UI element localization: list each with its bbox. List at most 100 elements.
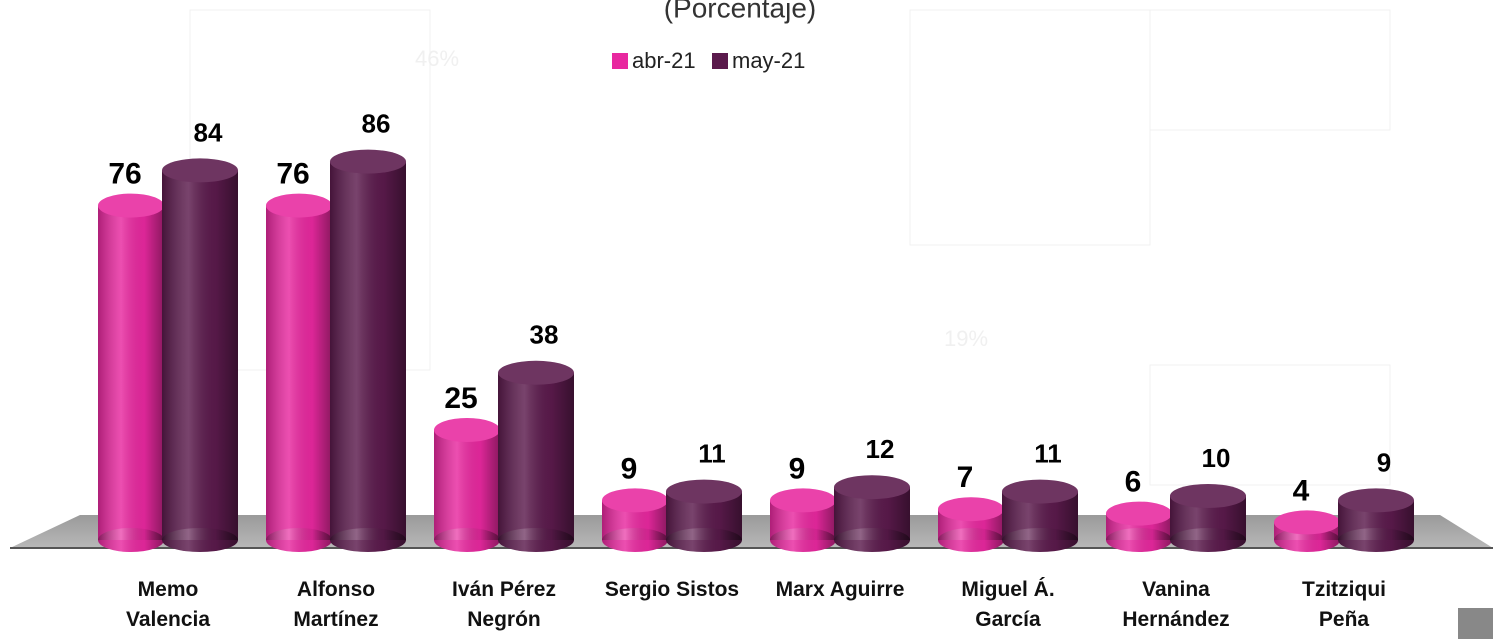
subtitle: (Porcentaje) bbox=[664, 0, 817, 23]
data-label: 76 bbox=[108, 158, 141, 191]
bar bbox=[770, 488, 836, 552]
corner-block bbox=[1458, 608, 1493, 639]
bar bbox=[330, 149, 406, 552]
bar bbox=[1170, 484, 1246, 552]
data-label: 9 bbox=[789, 452, 806, 485]
bar bbox=[434, 418, 500, 552]
bar-top-shine bbox=[1170, 484, 1246, 508]
bar-top bbox=[330, 149, 406, 174]
bar-base-shade bbox=[266, 528, 332, 552]
bar-top-shine bbox=[330, 149, 406, 174]
bar-base-shade bbox=[1106, 528, 1172, 552]
bar-top bbox=[938, 497, 1004, 522]
bar-top bbox=[266, 193, 332, 218]
bar-base-shade bbox=[1170, 528, 1246, 552]
bar bbox=[98, 193, 164, 552]
bar-top-shine bbox=[98, 193, 164, 218]
bar-base-shade bbox=[602, 528, 668, 552]
x-tick-label: Alfonso Martínez bbox=[293, 578, 379, 631]
bar-top-shine bbox=[834, 475, 910, 500]
x-tick-label: Memo Valencia bbox=[125, 578, 211, 631]
bar-base-shade bbox=[330, 528, 406, 552]
bar-base-shade bbox=[162, 528, 238, 552]
bar-base-shade bbox=[1338, 528, 1414, 552]
bar bbox=[666, 479, 742, 552]
bar-base-shade bbox=[1274, 528, 1340, 552]
bar-base-shade bbox=[770, 528, 836, 552]
data-label: 12 bbox=[866, 434, 895, 464]
bar bbox=[834, 475, 910, 552]
bar-top bbox=[1170, 484, 1246, 508]
bar bbox=[1338, 488, 1414, 552]
bar-base-shade bbox=[666, 528, 742, 552]
bar bbox=[1002, 479, 1078, 552]
data-label: 11 bbox=[1034, 438, 1062, 468]
bar-top-shine bbox=[602, 488, 668, 513]
bar-shade bbox=[498, 372, 574, 540]
bar-top bbox=[1274, 510, 1340, 535]
legend-label: abr-21 bbox=[632, 48, 696, 73]
bar-top bbox=[1106, 501, 1172, 526]
bar-top-shine bbox=[770, 488, 836, 513]
x-tick-label: Tzitziqui Peña bbox=[1302, 578, 1386, 631]
bar-top-shine bbox=[1338, 488, 1414, 513]
bar-top-shine bbox=[1002, 479, 1078, 504]
bar bbox=[1106, 501, 1172, 552]
bar-top bbox=[434, 418, 500, 442]
data-label: 86 bbox=[362, 108, 391, 138]
bar-top bbox=[602, 488, 668, 513]
bar-top-shine bbox=[1106, 501, 1172, 526]
bar-top bbox=[1338, 488, 1414, 513]
bar-top bbox=[834, 475, 910, 500]
legend-label: may-21 bbox=[732, 48, 805, 73]
bar-top bbox=[162, 158, 238, 183]
bar bbox=[1274, 510, 1340, 552]
x-tick-label: Marx Aguirre bbox=[775, 578, 905, 601]
bar-top-shine bbox=[434, 418, 500, 442]
x-tick-label: Vanina Hernández bbox=[1122, 578, 1230, 631]
bar-base-shade bbox=[498, 528, 574, 552]
bar-base-shade bbox=[98, 528, 164, 552]
bar-top bbox=[1002, 479, 1078, 504]
data-label: 9 bbox=[1377, 447, 1391, 477]
bar-top-shine bbox=[498, 360, 574, 385]
data-label: 25 bbox=[444, 382, 477, 415]
bar bbox=[162, 158, 238, 552]
bar-shade bbox=[162, 170, 238, 540]
data-label: 84 bbox=[194, 117, 223, 147]
bar-shade bbox=[330, 161, 406, 540]
bar-base-shade bbox=[434, 528, 500, 552]
bar bbox=[602, 488, 668, 552]
bar bbox=[498, 360, 574, 552]
bar-shade bbox=[266, 205, 332, 540]
bar-base-shade bbox=[834, 528, 910, 552]
bar bbox=[938, 497, 1004, 552]
x-tick-label: Miguel Á. García bbox=[961, 578, 1055, 631]
annotation: 19% bbox=[944, 326, 988, 351]
data-label: 6 bbox=[1125, 466, 1142, 499]
bar-base-shade bbox=[938, 528, 1004, 552]
bar-top-shine bbox=[162, 158, 238, 183]
bar bbox=[266, 193, 332, 552]
bar-top-shine bbox=[666, 479, 742, 504]
bar-base-shade bbox=[1002, 528, 1078, 552]
data-label: 76 bbox=[276, 158, 309, 191]
bar-top-shine bbox=[938, 497, 1004, 522]
bar-top bbox=[770, 488, 836, 513]
data-label: 4 bbox=[1293, 474, 1310, 507]
annotation: 46% bbox=[415, 46, 459, 71]
bar-shade bbox=[434, 430, 500, 540]
data-label: 11 bbox=[698, 438, 726, 468]
bar-shade bbox=[98, 205, 164, 540]
bar-top bbox=[498, 360, 574, 385]
data-label: 7 bbox=[957, 461, 974, 494]
bar-top-shine bbox=[266, 193, 332, 218]
data-label: 38 bbox=[530, 320, 559, 350]
bar-top-shine bbox=[1274, 510, 1340, 535]
x-tick-label: Iván Pérez Negrón bbox=[452, 578, 556, 631]
legend-swatch bbox=[712, 53, 728, 69]
legend-swatch bbox=[612, 53, 628, 69]
x-tick-label: Sergio Sistos bbox=[604, 578, 740, 601]
bar-top bbox=[666, 479, 742, 504]
